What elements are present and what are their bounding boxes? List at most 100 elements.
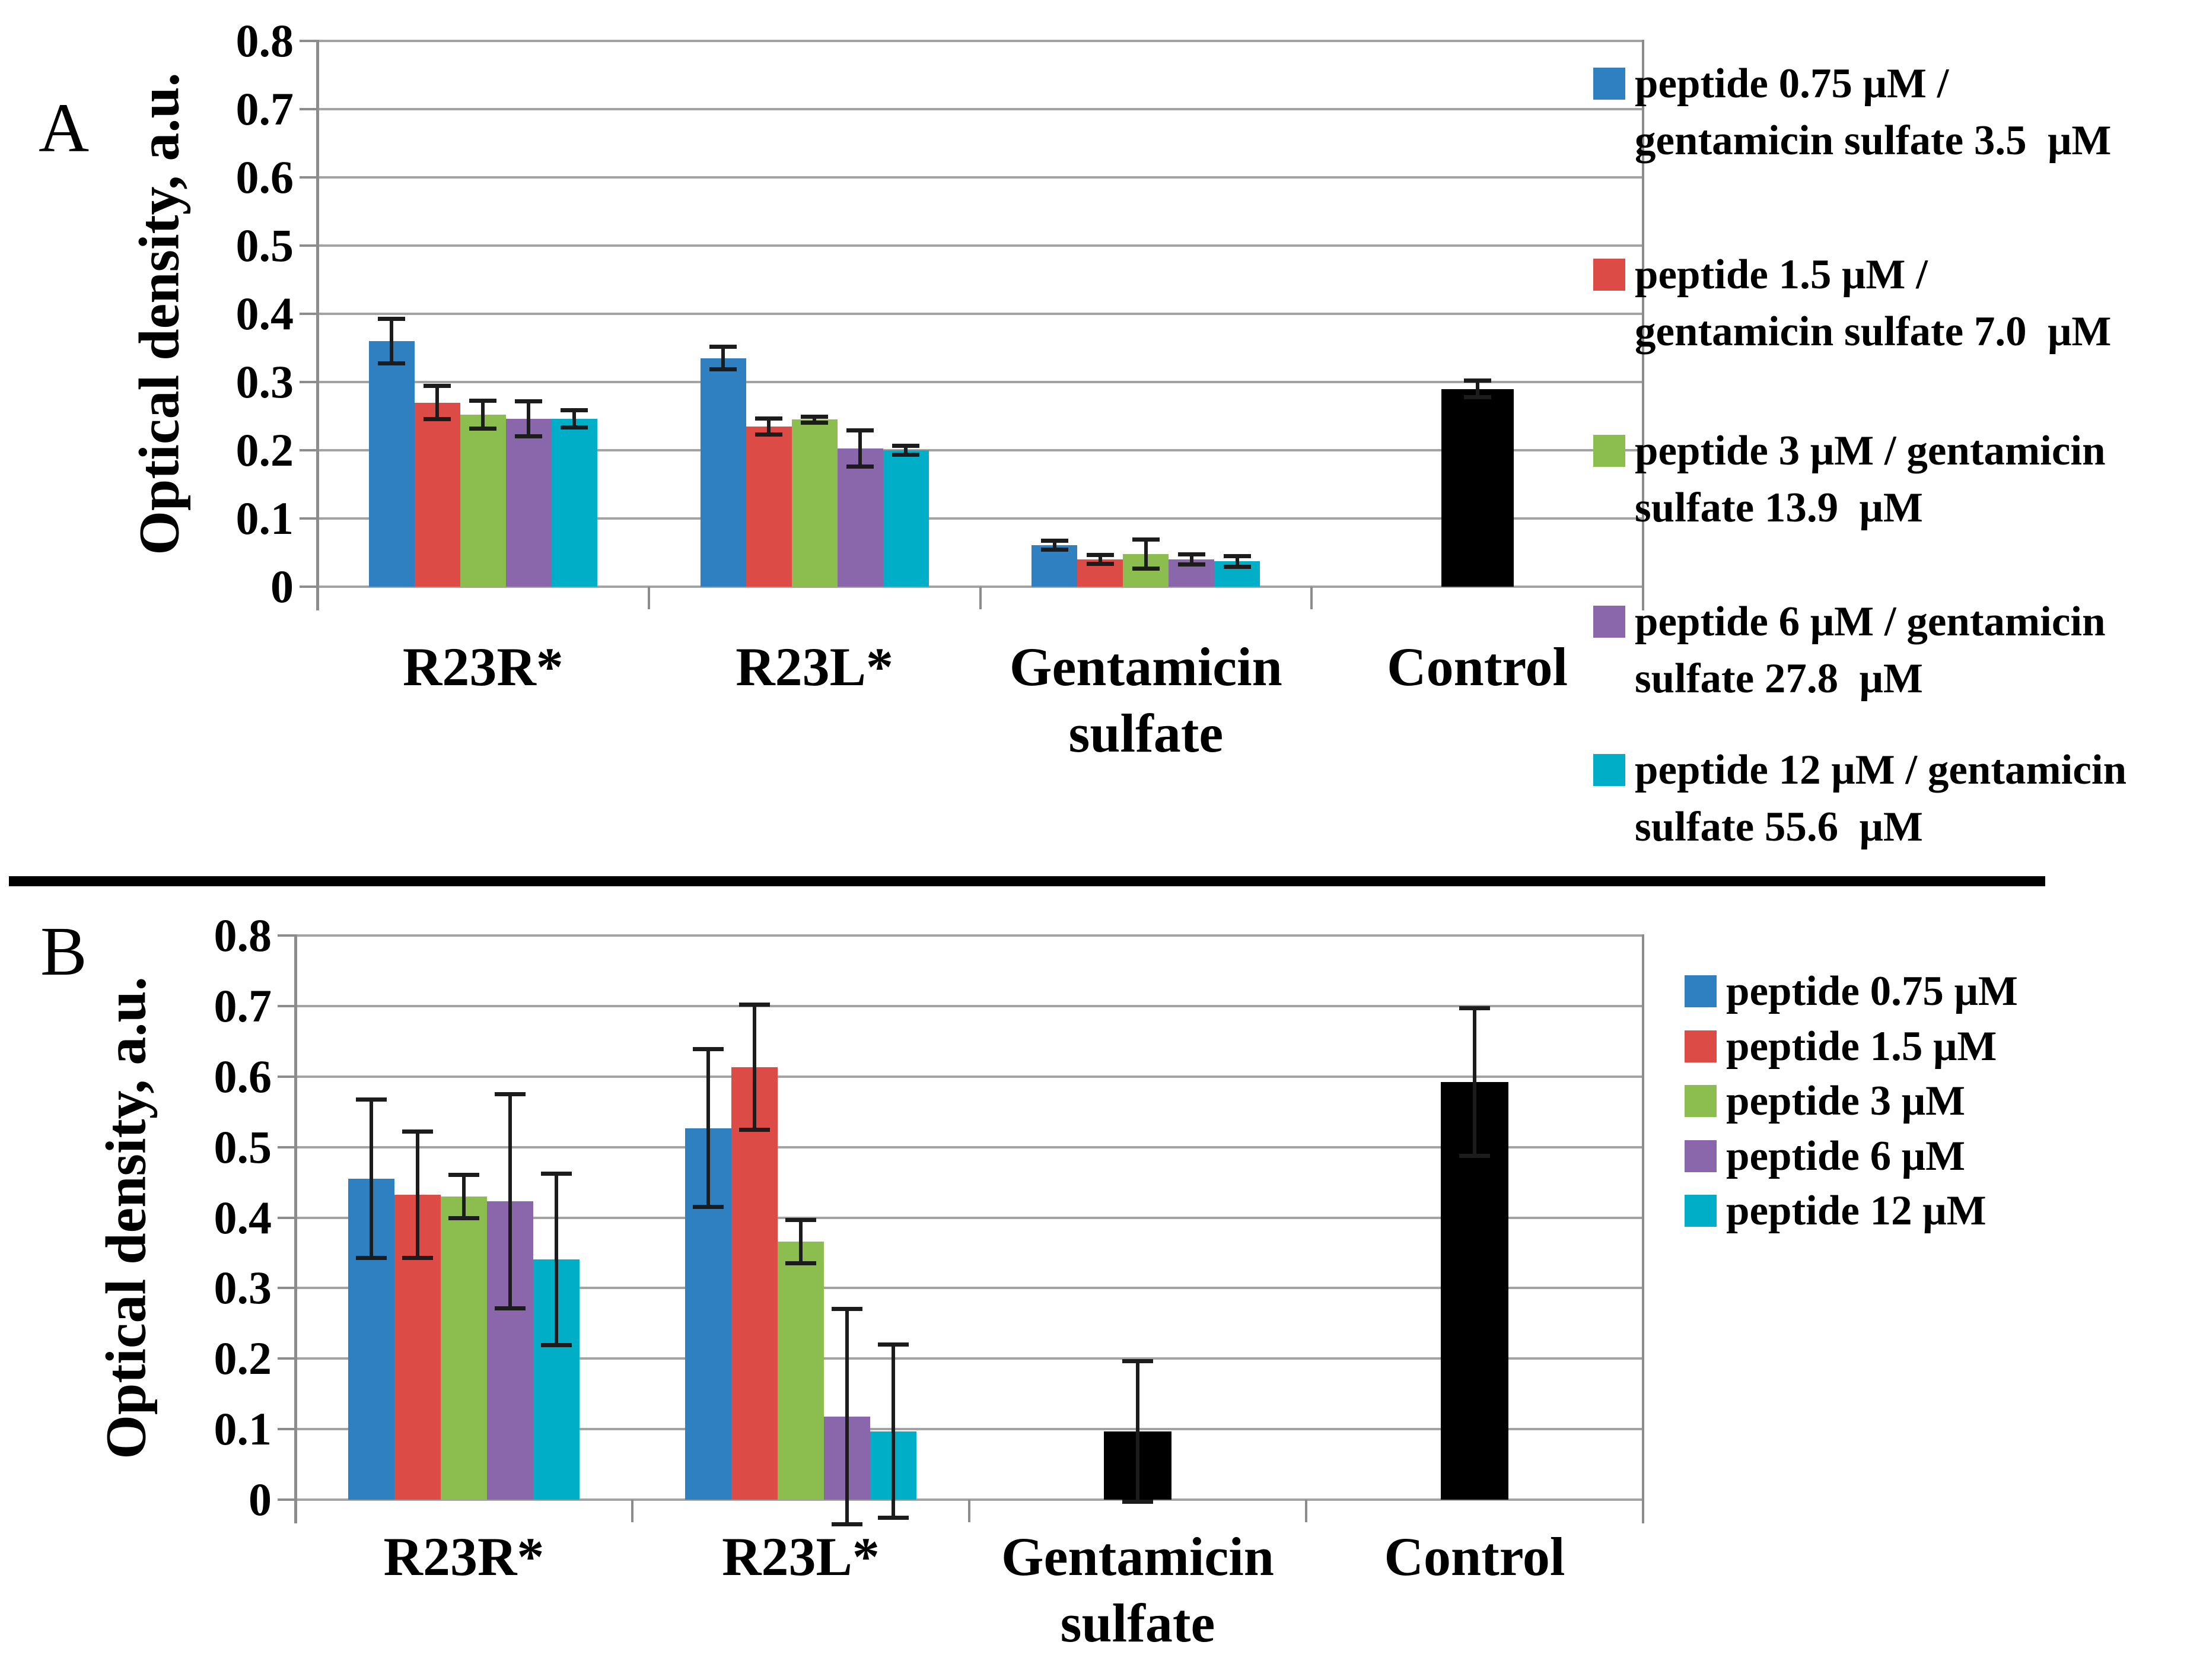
panel-a-y-tick-label-0: 0: [270, 561, 294, 612]
legend-swatch-purple-icon: [1593, 606, 1625, 638]
panel-a-errorbar-gentamicin-sulfate-blue: [1052, 540, 1056, 550]
panel-b-y-tick-0.6: [278, 1075, 295, 1078]
panel-b-errorbar-r23l-blue-cap-bottom: [693, 1204, 724, 1209]
panel-b-errorbar-r23l-green-cap-bottom: [785, 1261, 816, 1265]
panel-b-x-category-label-control: Control: [1291, 1523, 1658, 1590]
panel-a-errorbar-gentamicin-sulfate-blue-cap-top: [1040, 538, 1068, 543]
legend-swatch-blue-icon: [1593, 68, 1625, 100]
panel-b-y-tick-0.5: [278, 1146, 295, 1148]
panel-a-x-category-label-control: Control: [1294, 634, 1661, 700]
panel-a-y-tick-label-0.4: 0.4: [235, 288, 294, 339]
panel-a-errorbar-r23l-red-cap-bottom: [755, 432, 783, 437]
panel-b-legend-line: peptide 1.5 μM: [1726, 1023, 1997, 1070]
panel-a-y-tick-0.2: [300, 449, 317, 451]
panel-a-errorbar-r23l-green: [813, 416, 817, 423]
panel-b-errorbar-r23r-purple-cap-top: [495, 1092, 526, 1097]
panel-a-y-tick-0: [300, 586, 317, 588]
panel-a-y-tick-0.4: [300, 313, 317, 315]
panel-a-legend-line: gentamicin sulfate 7.0 μM: [1635, 308, 2112, 355]
panel-a-legend-line: sulfate 13.9 μM: [1635, 485, 1923, 531]
legend-swatch-blue-icon: [1685, 975, 1717, 1007]
panel-b-y-tick-label-0.8: 0.8: [214, 909, 272, 961]
panel-a-y-tick-0.5: [300, 244, 317, 247]
panel-a-errorbar-r23r-red-cap-bottom: [424, 417, 451, 422]
panel-b-legend-item-label-green: peptide 3 μM: [1726, 1073, 2197, 1129]
legend-swatch-green-icon: [1593, 435, 1625, 467]
panel-a-legend-item-label-red: peptide 1.5 μM / gentamicin sulfate 7.0 μ…: [1635, 246, 2197, 360]
panel-a-errorbar-r23l-purple: [858, 429, 862, 467]
panel-b-errorbar-r23l-green: [799, 1220, 803, 1264]
panel-b-errorbar-r23r-cyan-cap-bottom: [541, 1342, 572, 1347]
panel-b-errorbar-r23l-green-cap-top: [785, 1218, 816, 1223]
panel-a-y-tick-0.1: [300, 517, 317, 520]
panel-b-legend-item-label-cyan: peptide 12 μM: [1726, 1182, 2197, 1239]
panel-b-errorbar-gentamicin-sulfate-black-cap-bottom: [1122, 1499, 1153, 1504]
panel-a-legend-line: peptide 12 μM / gentamicin: [1635, 747, 2127, 793]
panel-b-bar-r23r-green: [441, 1196, 487, 1500]
panel-a-bar-r23r-cyan: [551, 419, 597, 587]
panel-b-x-category-label-gentamicin-sulfate: Gentamicin sulfate: [954, 1523, 1322, 1656]
panel-a-x-tick-1: [647, 587, 650, 609]
panel-a-bar-gentamicin-sulfate-blue: [1032, 545, 1078, 587]
panel-a-errorbar-r23r-cyan-cap-top: [561, 408, 588, 413]
panel-a-y-tick-label-0.7: 0.7: [235, 83, 294, 135]
panel-b-legend-line: peptide 6 μM: [1726, 1133, 1966, 1179]
panel-a-gridline-0.4: [317, 313, 1643, 315]
panel-a-errorbar-r23r-blue-cap-top: [378, 317, 406, 322]
panel-b-x-tick-0: [294, 1500, 297, 1522]
panel-a-errorbar-gentamicin-sulfate-purple: [1189, 553, 1193, 565]
panel-a-x-tick-2: [979, 587, 982, 609]
panel-a-y-tick-label-0.3: 0.3: [235, 356, 294, 408]
panel-b-plot-right-border: [1642, 934, 1644, 1523]
panel-a-x-category-label-gentamicin-sulfate: Gentamicin sulfate: [962, 634, 1330, 766]
panel-b-legend-item-label-red: peptide 1.5 μM: [1726, 1018, 2197, 1075]
panel-a-gridline-0.1: [317, 517, 1643, 520]
panel-b-errorbar-r23r-green-cap-top: [448, 1172, 479, 1177]
panel-a-errorbar-r23r-purple-cap-top: [515, 399, 543, 404]
panel-a-y-tick-0.8: [300, 40, 317, 42]
panel-b-y-tick-0.2: [278, 1357, 295, 1360]
panel-a-errorbar-r23l-cyan-cap-bottom: [892, 453, 920, 457]
panel-a-errorbar-gentamicin-sulfate-cyan: [1235, 556, 1239, 567]
panel-b-gridline-0.8: [295, 934, 1643, 937]
panel-b-y-tick-label-0.7: 0.7: [214, 979, 272, 1032]
panel-a-x-category-label-r23l: R23L*: [631, 634, 998, 700]
panel-a-errorbar-r23r-blue-cap-bottom: [378, 361, 406, 365]
panel-a-errorbar-control-black-cap-bottom: [1463, 395, 1491, 400]
panel-b-y-tick-label-0.3: 0.3: [214, 1262, 272, 1314]
panel-b-legend-line: peptide 12 μM: [1726, 1188, 1986, 1234]
panel-b-errorbar-r23r-blue: [370, 1099, 373, 1259]
panel-a-x-tick-3: [1310, 587, 1313, 609]
panel-a-errorbar-gentamicin-sulfate-blue-cap-bottom: [1040, 547, 1068, 552]
panel-b-errorbar-r23l-red-cap-bottom: [739, 1128, 770, 1132]
panel-a-errorbar-r23r-blue: [390, 319, 394, 364]
panel-a-bar-r23r-purple: [505, 419, 552, 587]
panel-a-errorbar-gentamicin-sulfate-cyan-cap-top: [1223, 554, 1251, 559]
panel-b-gridline-0.6: [295, 1075, 1643, 1078]
panel-a-legend-line: peptide 1.5 μM /: [1635, 252, 1928, 298]
panel-b-x-tick-1: [631, 1500, 633, 1522]
panel-b-x-tick-3: [1305, 1500, 1307, 1522]
panel-b-errorbar-r23r-red-cap-bottom: [402, 1256, 433, 1261]
panel-b-errorbar-r23r-blue-cap-bottom: [356, 1256, 387, 1261]
panel-a-y-tick-0.3: [300, 381, 317, 383]
panel-b-category-line: R23L*: [722, 1526, 880, 1587]
panel-a-gridline-0.5: [317, 244, 1643, 247]
panel-a-y-axis-line: [316, 40, 319, 610]
panel-a-category-line: R23R*: [402, 637, 564, 697]
panel-b-errorbar-r23l-red: [753, 1004, 756, 1131]
panel-b-y-tick-0.7: [278, 1004, 295, 1007]
panel-a-bar-r23r-red: [414, 402, 460, 587]
panel-b-y-tick-label-0.6: 0.6: [214, 1050, 272, 1102]
panel-a-errorbar-gentamicin-sulfate-green: [1144, 539, 1148, 569]
panel-a-bar-r23r-green: [460, 415, 506, 587]
panel-b-errorbar-r23l-blue: [706, 1049, 710, 1207]
panel-b-letter: B: [40, 912, 87, 990]
panel-a-legend-item-label-green: peptide 3 μM / gentamicin sulfate 13.9 μM: [1635, 422, 2197, 536]
panel-b-errorbar-r23r-red-cap-top: [402, 1129, 433, 1134]
panel-b-category-line: Gentamicin: [1001, 1526, 1274, 1587]
panel-a-errorbar-gentamicin-sulfate-green-cap-bottom: [1132, 567, 1160, 571]
panel-b-bar-r23l-green: [778, 1241, 824, 1500]
panel-b-x-category-label-r23r: R23R*: [280, 1523, 648, 1590]
panel-a-errorbar-r23l-purple-cap-bottom: [846, 464, 874, 469]
